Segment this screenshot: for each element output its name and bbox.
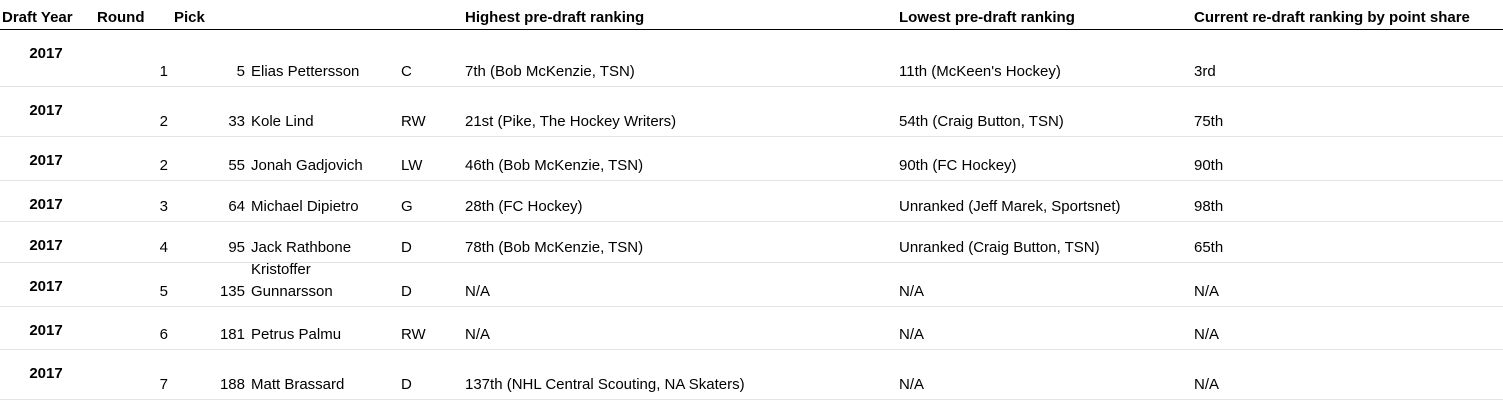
round: 5	[159, 283, 168, 300]
lowest-ranking: Unranked (Jeff Marek, Sportsnet)	[899, 198, 1121, 215]
lowest-ranking: N/A	[899, 283, 925, 300]
lowest-ranking: 90th (FC Hockey)	[899, 157, 1017, 174]
table-row: 2017 2 33 Kole Lind RW 21st (Pike, The Hockey…	[0, 87, 1503, 137]
player-name: Kole Lind	[251, 113, 314, 130]
pick: 181	[219, 326, 245, 343]
table-row: 2017 4 95 Jack Rathbone D 78th (Bob McKenzie,…	[0, 222, 1503, 263]
pick: 64	[228, 198, 245, 215]
lowest-ranking: 54th (Craig Button, TSN)	[899, 113, 1064, 130]
current-ranking: N/A	[1194, 376, 1220, 393]
current-ranking: 65th	[1194, 239, 1224, 256]
current-ranking: 75th	[1194, 113, 1224, 130]
header-cell: Pick	[174, 9, 205, 26]
current-ranking: 90th	[1194, 157, 1224, 174]
draft-year: 2017	[29, 152, 63, 169]
position: C	[401, 63, 412, 80]
round: 7	[159, 376, 168, 393]
position: D	[401, 376, 412, 393]
header-cell: Round	[97, 9, 145, 26]
header-cell: Current re-draft ranking by point share	[1194, 9, 1470, 26]
header-cell: Highest pre-draft ranking	[465, 9, 645, 26]
draft-year: 2017	[29, 45, 63, 62]
highest-ranking: 46th (Bob McKenzie, TSN)	[465, 157, 644, 174]
player-name: Jack Rathbone	[251, 239, 352, 256]
round: 2	[159, 157, 168, 174]
round: 2	[159, 113, 168, 130]
highest-ranking: N/A	[465, 283, 491, 300]
draft-year: 2017	[29, 196, 63, 213]
current-ranking: N/A	[1194, 326, 1220, 343]
highest-ranking: 21st (Pike, The Hockey Writers)	[465, 113, 677, 130]
position: G	[401, 198, 413, 215]
draft-year: 2017	[29, 322, 63, 339]
position: D	[401, 239, 412, 256]
draft-year: 2017	[29, 102, 63, 119]
pick: 33	[228, 113, 245, 130]
player-name: Kristoffer Gunnarsson	[251, 261, 333, 300]
table-row: 2017 3 64 Michael Dipietro G 28th (FC Hockey)…	[0, 181, 1503, 222]
lowest-ranking: N/A	[899, 376, 925, 393]
draft-year: 2017	[29, 365, 63, 382]
round: 3	[159, 198, 168, 215]
player-name: Michael Dipietro	[251, 198, 359, 215]
pick: 135	[219, 283, 245, 300]
table-row: 2017 5 135 Kristoffer Gunnarsson D N/A N/A N/A	[0, 261, 1503, 307]
highest-ranking: 78th (Bob McKenzie, TSN)	[465, 239, 644, 256]
table-row: 2017 7 188 Matt Brassard D 137th (NHL Central…	[0, 350, 1503, 400]
pick: 95	[228, 239, 245, 256]
header-cell: Lowest pre-draft ranking	[899, 9, 1075, 26]
round: 4	[159, 239, 168, 256]
pick: 5	[236, 63, 245, 80]
table-row: 2017 6 181 Petrus Palmu RW N/A N/A N/A	[0, 307, 1503, 350]
table-row: 2017 2 55 Jonah Gadjovich LW 46th (Bob McKenz…	[0, 137, 1503, 181]
round: 1	[159, 63, 168, 80]
header-border	[0, 29, 1503, 30]
highest-ranking: 137th (NHL Central Scouting, NA Skaters)	[465, 376, 745, 393]
header-cell: Draft Year	[2, 9, 73, 26]
current-ranking: 3rd	[1194, 63, 1216, 80]
position: LW	[401, 157, 423, 174]
table-row: 2017 1 5 Elias Pettersson C 7th (Bob McKenzie…	[0, 30, 1503, 87]
player-name: Jonah Gadjovich	[251, 157, 363, 174]
draft-year: 2017	[29, 278, 63, 295]
highest-ranking: 28th (FC Hockey)	[465, 198, 583, 215]
lowest-ranking: Unranked (Craig Button, TSN)	[899, 239, 1100, 256]
pick: 188	[219, 376, 245, 393]
current-ranking: 98th	[1194, 198, 1224, 215]
player-name: Petrus Palmu	[251, 326, 342, 343]
lowest-ranking: 11th (McKeen's Hockey)	[899, 63, 1061, 80]
player-name: Matt Brassard	[251, 376, 345, 393]
round: 6	[159, 326, 168, 343]
lowest-ranking: N/A	[899, 326, 925, 343]
pick: 55	[228, 157, 245, 174]
position: D	[401, 283, 412, 300]
position: RW	[401, 113, 426, 130]
current-ranking: N/A	[1194, 283, 1220, 300]
draft-year: 2017	[29, 237, 63, 254]
player-name: Elias Pettersson	[251, 63, 360, 80]
highest-ranking: N/A	[465, 326, 491, 343]
highest-ranking: 7th (Bob McKenzie, TSN)	[465, 63, 635, 80]
position: RW	[401, 326, 426, 343]
